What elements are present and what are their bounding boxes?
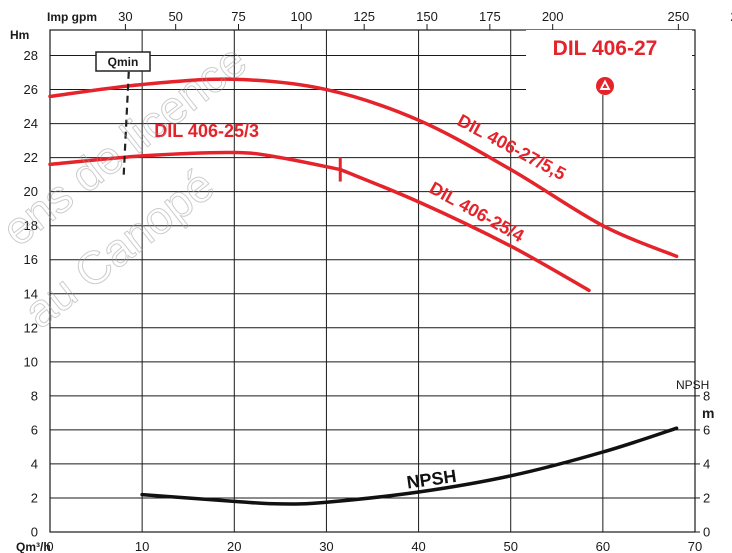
y-tick-label: 10 [24, 354, 38, 369]
x-tick-label: 70 [688, 539, 702, 553]
npsh-tick-label: 4 [703, 456, 710, 471]
gpm-tick-label: 150 [416, 9, 438, 24]
y-tick-label: 24 [24, 116, 38, 131]
y-tick-label: 20 [24, 184, 38, 199]
x-tick-label: 50 [503, 539, 517, 553]
y-tick-label: 8 [31, 388, 38, 403]
x-tick-label: 30 [319, 539, 333, 553]
series-line-npsh [140, 426, 679, 506]
y-tick-label: 6 [31, 422, 38, 437]
y-tick-label: 4 [31, 456, 38, 471]
gpm-tick-label: 30 [118, 9, 132, 24]
y-tick-label: 2 [31, 490, 38, 505]
series-line-dil-406-27-5-5 [48, 77, 679, 259]
gpm-tick-label: 50 [168, 9, 182, 24]
y-tick-label: 14 [24, 286, 38, 301]
npsh-tick-label: 6 [703, 422, 710, 437]
gpm-tick-label: 275 [730, 9, 732, 24]
npsh-tick-label: 8 [703, 388, 710, 403]
npsh-tick-label: 2 [703, 490, 710, 505]
y-tick-label: 28 [24, 48, 38, 63]
chart-title-block: DIL 406-27 [526, 30, 692, 95]
gpm-tick-label: 200 [542, 9, 564, 24]
y-axis-title: Hm [10, 28, 29, 42]
series-line-dil-406-25-4 [338, 167, 591, 293]
x-tick-label: 40 [411, 539, 425, 553]
npsh-tick-label: 0 [703, 525, 710, 540]
y-tick-label: 18 [24, 218, 38, 233]
qmin-dashed-line [122, 62, 131, 175]
gpm-axis-title: Imp gpm [47, 10, 97, 24]
qmin-callout: Qmin [95, 51, 151, 72]
x-tick-label: 10 [135, 539, 149, 553]
x-tick-label: 0 [46, 539, 53, 553]
chart-title: DIL 406-27 [553, 37, 658, 60]
grid [49, 29, 696, 533]
npsh-axis-unit: m [702, 405, 714, 421]
qmin-label: Qmin [108, 55, 139, 69]
curves [48, 62, 679, 506]
y-tick-label: 0 [31, 525, 38, 540]
x-tick-label: 20 [227, 539, 241, 553]
watermark: ens de licence au Canopé [0, 33, 256, 338]
brand-logo-icon [596, 77, 614, 95]
gpm-tick-label: 75 [231, 9, 245, 24]
y-tick-label: 12 [24, 320, 38, 335]
curve-label: DIL 406-25/3 [154, 121, 259, 141]
gpm-tick-label: 250 [668, 9, 690, 24]
y-tick-label: 26 [24, 82, 38, 97]
x-axis-title: Qm³/h [16, 540, 51, 553]
npsh-axis-title: NPSH [676, 378, 709, 392]
series-line-dil-406-25-3 [48, 150, 343, 172]
gpm-tick-label: 175 [479, 9, 501, 24]
gpm-tick-label: 125 [353, 9, 375, 24]
gpm-tick-label: 100 [290, 9, 312, 24]
y-tick-label: 16 [24, 252, 38, 267]
y-tick-label: 22 [24, 150, 38, 165]
qmin-box [95, 51, 151, 72]
x-tick-label: 60 [596, 539, 610, 553]
